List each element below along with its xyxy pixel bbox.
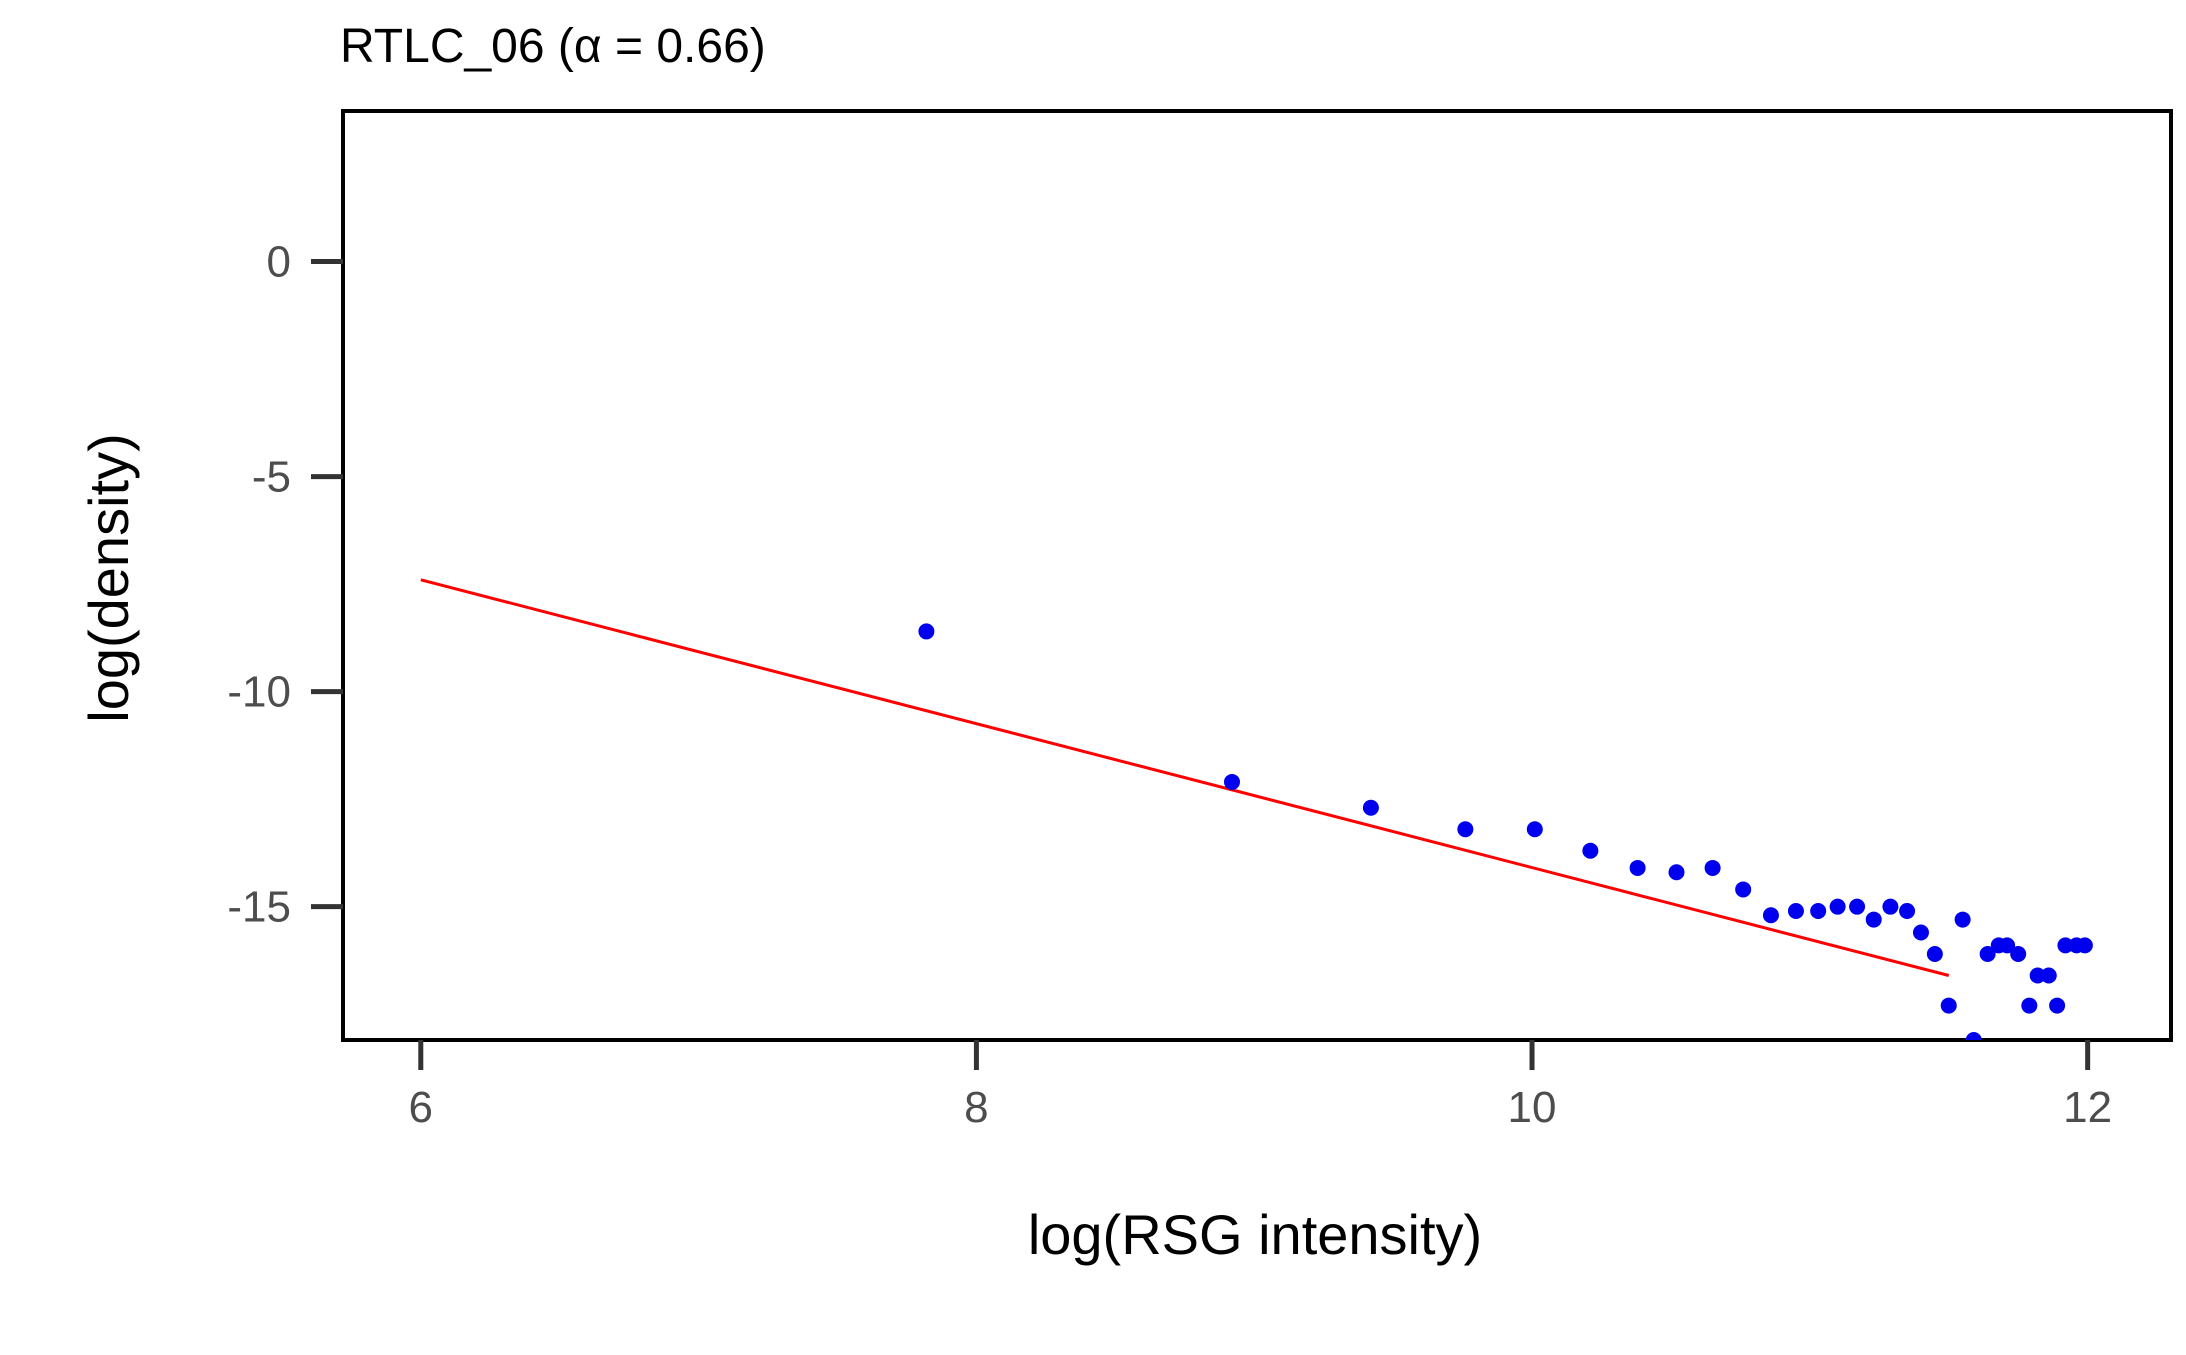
y-tick-label: 0: [267, 238, 291, 287]
data-point: [2076, 937, 2093, 954]
data-point: [1629, 859, 1646, 876]
data-point: [1912, 924, 1929, 941]
x-tick-label: 12: [2063, 1083, 2112, 1132]
y-axis-label: log(density): [77, 433, 140, 722]
y-axis: 0 -5 -10 -15: [227, 238, 343, 932]
data-point: [1899, 902, 1916, 919]
x-axis-label: log(RSG intensity): [1028, 1203, 1482, 1266]
data-point: [1526, 821, 1543, 838]
data-point: [2021, 997, 2038, 1014]
y-tick-label: -5: [252, 453, 291, 502]
x-axis: 6 8 10 12: [409, 1040, 2112, 1132]
plot-area: [420, 578, 2093, 1040]
data-point: [1965, 1032, 1982, 1040]
x-tick-label: 8: [964, 1083, 988, 1132]
data-point: [1704, 859, 1721, 876]
data-point: [2049, 997, 2066, 1014]
fit-line: [420, 578, 1950, 977]
data-point: [2029, 967, 2046, 984]
x-tick-label: 10: [1508, 1083, 1557, 1132]
data-point: [1810, 902, 1827, 919]
data-point: [1582, 842, 1599, 859]
data-point: [1762, 907, 1779, 924]
data-point: [1940, 997, 1957, 1014]
data-point: [1882, 898, 1899, 915]
chart-title: RTLC_06 (α = 0.66): [340, 20, 766, 73]
data-point: [2010, 945, 2027, 962]
data-point: [1926, 945, 1943, 962]
data-point: [1362, 799, 1379, 816]
data-point: [1668, 864, 1685, 881]
plot-frame: [341, 109, 2173, 1042]
data-point: [1223, 773, 1240, 790]
data-point: [2040, 967, 2057, 984]
data-point: [2057, 937, 2074, 954]
y-tick-label: -10: [227, 668, 291, 717]
data-point: [1849, 898, 1866, 915]
data-point: [918, 623, 935, 640]
data-point: [1954, 911, 1971, 928]
data-point: [1457, 821, 1474, 838]
data-point: [1865, 911, 1882, 928]
data-point: [1829, 898, 1846, 915]
y-tick-label: -15: [227, 883, 291, 932]
data-point: [1787, 902, 1804, 919]
data-point: [1979, 945, 1996, 962]
data-point: [1999, 937, 2016, 954]
data-point: [1735, 881, 1752, 898]
x-tick-label: 6: [409, 1083, 433, 1132]
